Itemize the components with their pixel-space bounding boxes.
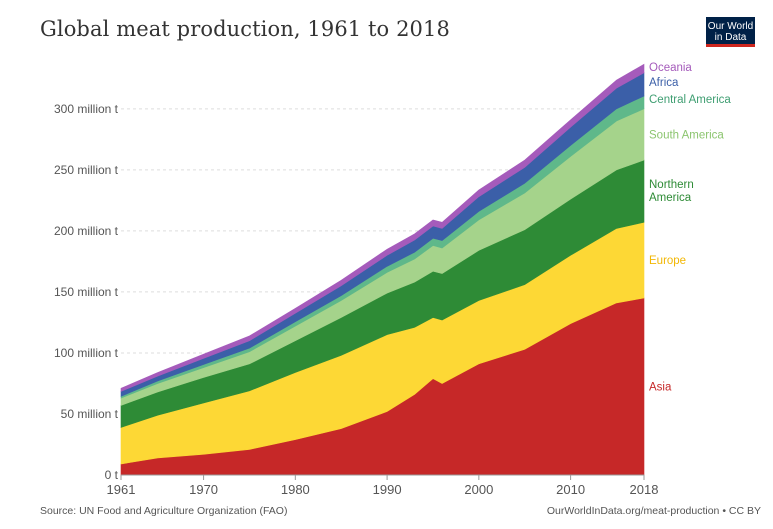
logo-line-1: Our World <box>707 21 754 32</box>
y-tick-label: 50 million t <box>61 407 119 421</box>
label-central-america: Central America <box>649 94 731 106</box>
y-tick-label: 150 million t <box>54 285 119 299</box>
y-tick-label: 250 million t <box>54 163 119 177</box>
x-tick-label: 2018 <box>630 482 659 497</box>
logo-line-2: in Data <box>714 32 747 43</box>
x-tick-label: 1970 <box>189 482 218 497</box>
y-tick-label: 200 million t <box>54 224 119 238</box>
area-oceania[interactable] <box>120 63 645 392</box>
label-northern-america: Northern America <box>649 179 694 204</box>
owid-logo[interactable]: Our World in Data <box>706 17 755 47</box>
label-oceania: Oceania <box>649 62 692 74</box>
y-tick-label: 100 million t <box>54 346 119 360</box>
x-tick-label: 2010 <box>556 482 585 497</box>
source-note: Source: UN Food and Agriculture Organiza… <box>40 505 288 517</box>
label-africa: Africa <box>649 77 679 89</box>
label-asia: Asia <box>649 382 672 394</box>
chart-title: Global meat production, 1961 to 2018 <box>40 17 450 41</box>
y-tick-label: 300 million t <box>54 102 119 116</box>
y-tick-label: 0 t <box>105 468 119 482</box>
x-tick-label: 2000 <box>464 482 493 497</box>
source-url[interactable]: OurWorldInData.org/meat-production • CC … <box>546 505 761 517</box>
label-europe: Europe <box>649 255 686 267</box>
label-south-america: South America <box>649 129 724 141</box>
x-tick-label: 1980 <box>281 482 310 497</box>
x-tick-label: 1961 <box>107 482 136 497</box>
x-tick-label: 1990 <box>373 482 402 497</box>
